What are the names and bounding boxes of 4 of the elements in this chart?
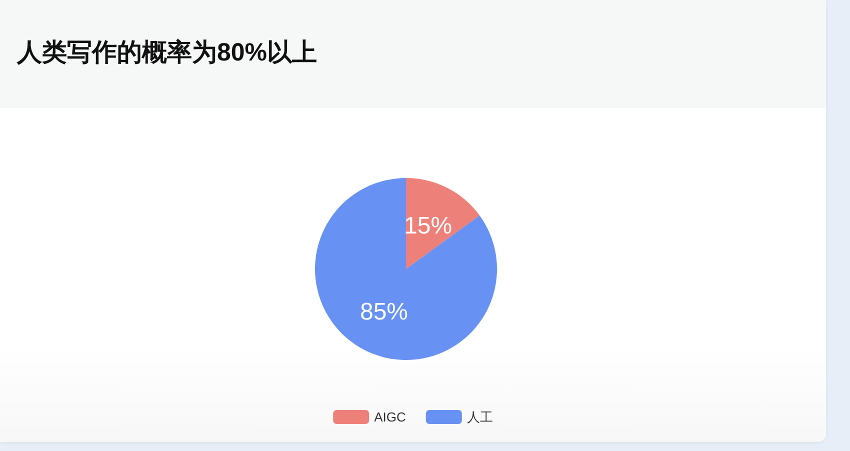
legend-label: AIGC — [374, 410, 406, 424]
chart-title: 人类写作的概率为80%以上 — [16, 38, 318, 66]
legend-label: 人工 — [466, 410, 493, 424]
data-label: 85% — [360, 298, 408, 326]
